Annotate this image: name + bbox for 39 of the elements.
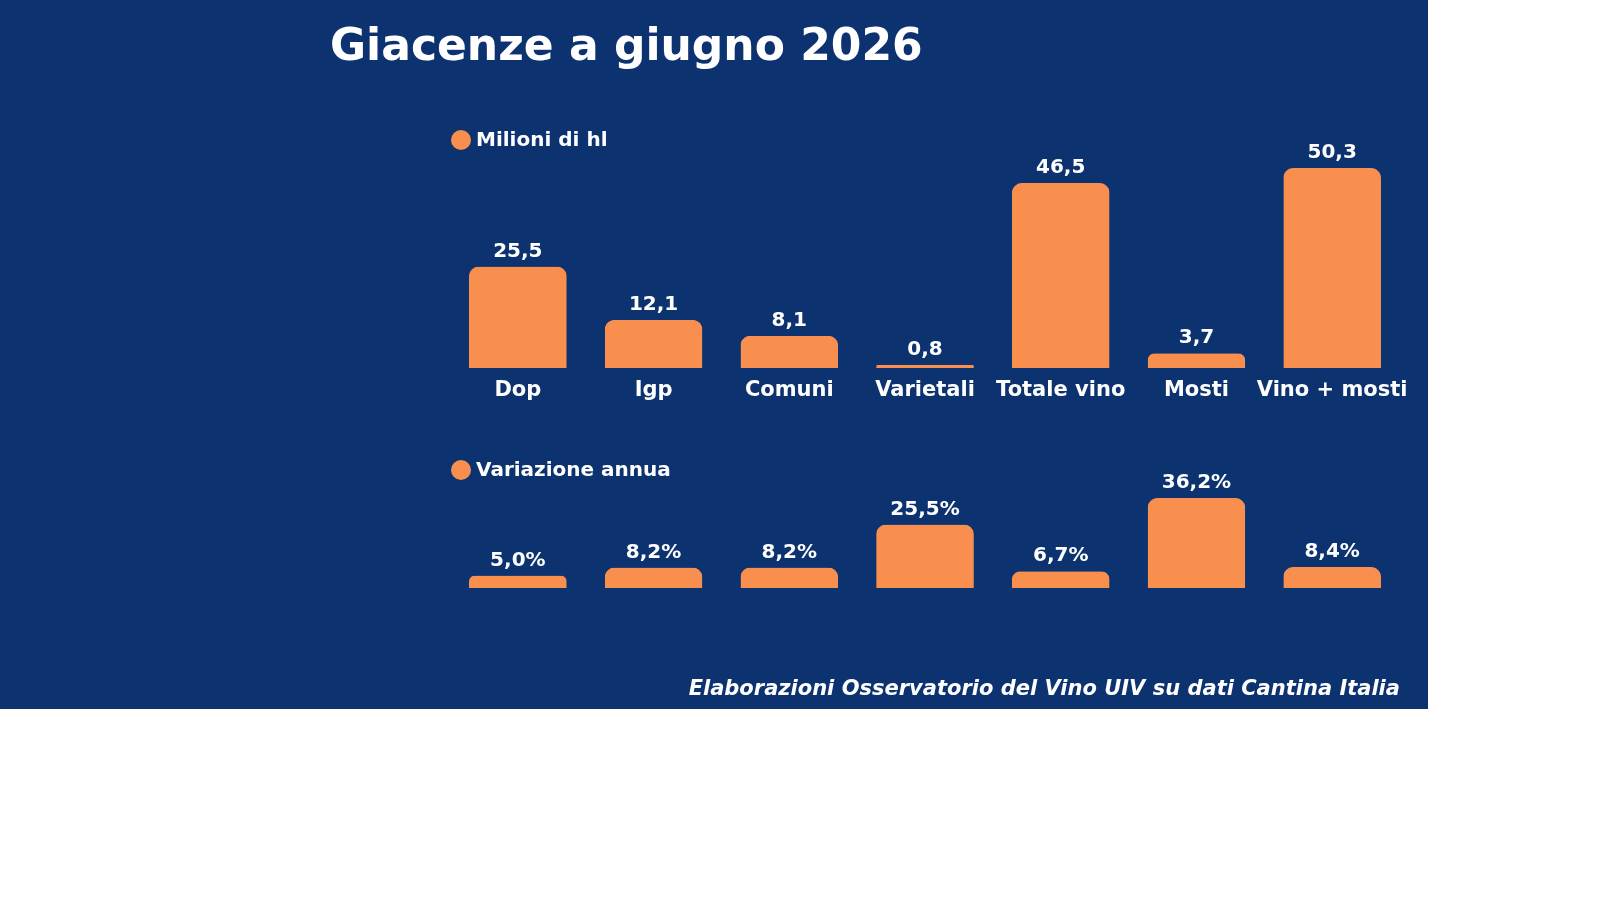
data-label: 5,0% (490, 546, 546, 571)
bar (1011, 571, 1110, 588)
bar (740, 335, 839, 368)
data-label: 3,7 (1178, 324, 1215, 349)
text: Elaborazioni Osservatorio del Vino UIV su dati Cantina Italia (688, 676, 1400, 700)
bar (1011, 183, 1110, 368)
bar (876, 524, 974, 588)
bar (876, 364, 974, 368)
data-label: 8,2% (761, 538, 818, 563)
chart-title: Giacenze a giugno 2026 (330, 19, 923, 70)
bar (1147, 498, 1246, 588)
x-tick-label: Dop (494, 376, 542, 401)
bar (604, 319, 703, 368)
bar (469, 575, 567, 588)
x-tick-label: Igp (634, 376, 673, 401)
data-label: 0,8 (907, 335, 943, 360)
data-label: 8,2% (625, 538, 682, 563)
bar (1147, 353, 1246, 368)
data-label: 46,5 (1036, 154, 1086, 179)
x-tick-label: Mosti (1163, 376, 1229, 401)
data-label: 8,1 (771, 306, 807, 331)
x-tick-label: Vino + mosti (1256, 376, 1408, 401)
data-label: 36,2% (1161, 469, 1232, 493)
data-label: 50,3 (1307, 139, 1357, 163)
bar (604, 567, 703, 588)
data-label: 6,7% (1032, 542, 1089, 567)
legend-label: Milioni di hl (476, 127, 608, 151)
bar (1283, 567, 1381, 588)
x-tick-label: Varietali (875, 376, 975, 401)
bar (740, 567, 839, 588)
data-label: 12,1 (628, 290, 679, 315)
data-label: 25,5 (493, 237, 543, 262)
legend-label: Variazione annua (476, 457, 671, 481)
bar (469, 266, 567, 368)
x-tick-label: Comuni (744, 376, 834, 401)
x-tick-label: Totale vino (996, 376, 1126, 401)
bar (1283, 168, 1381, 368)
data-label: 25,5% (890, 495, 960, 520)
data-label: 8,4% (1304, 538, 1360, 563)
